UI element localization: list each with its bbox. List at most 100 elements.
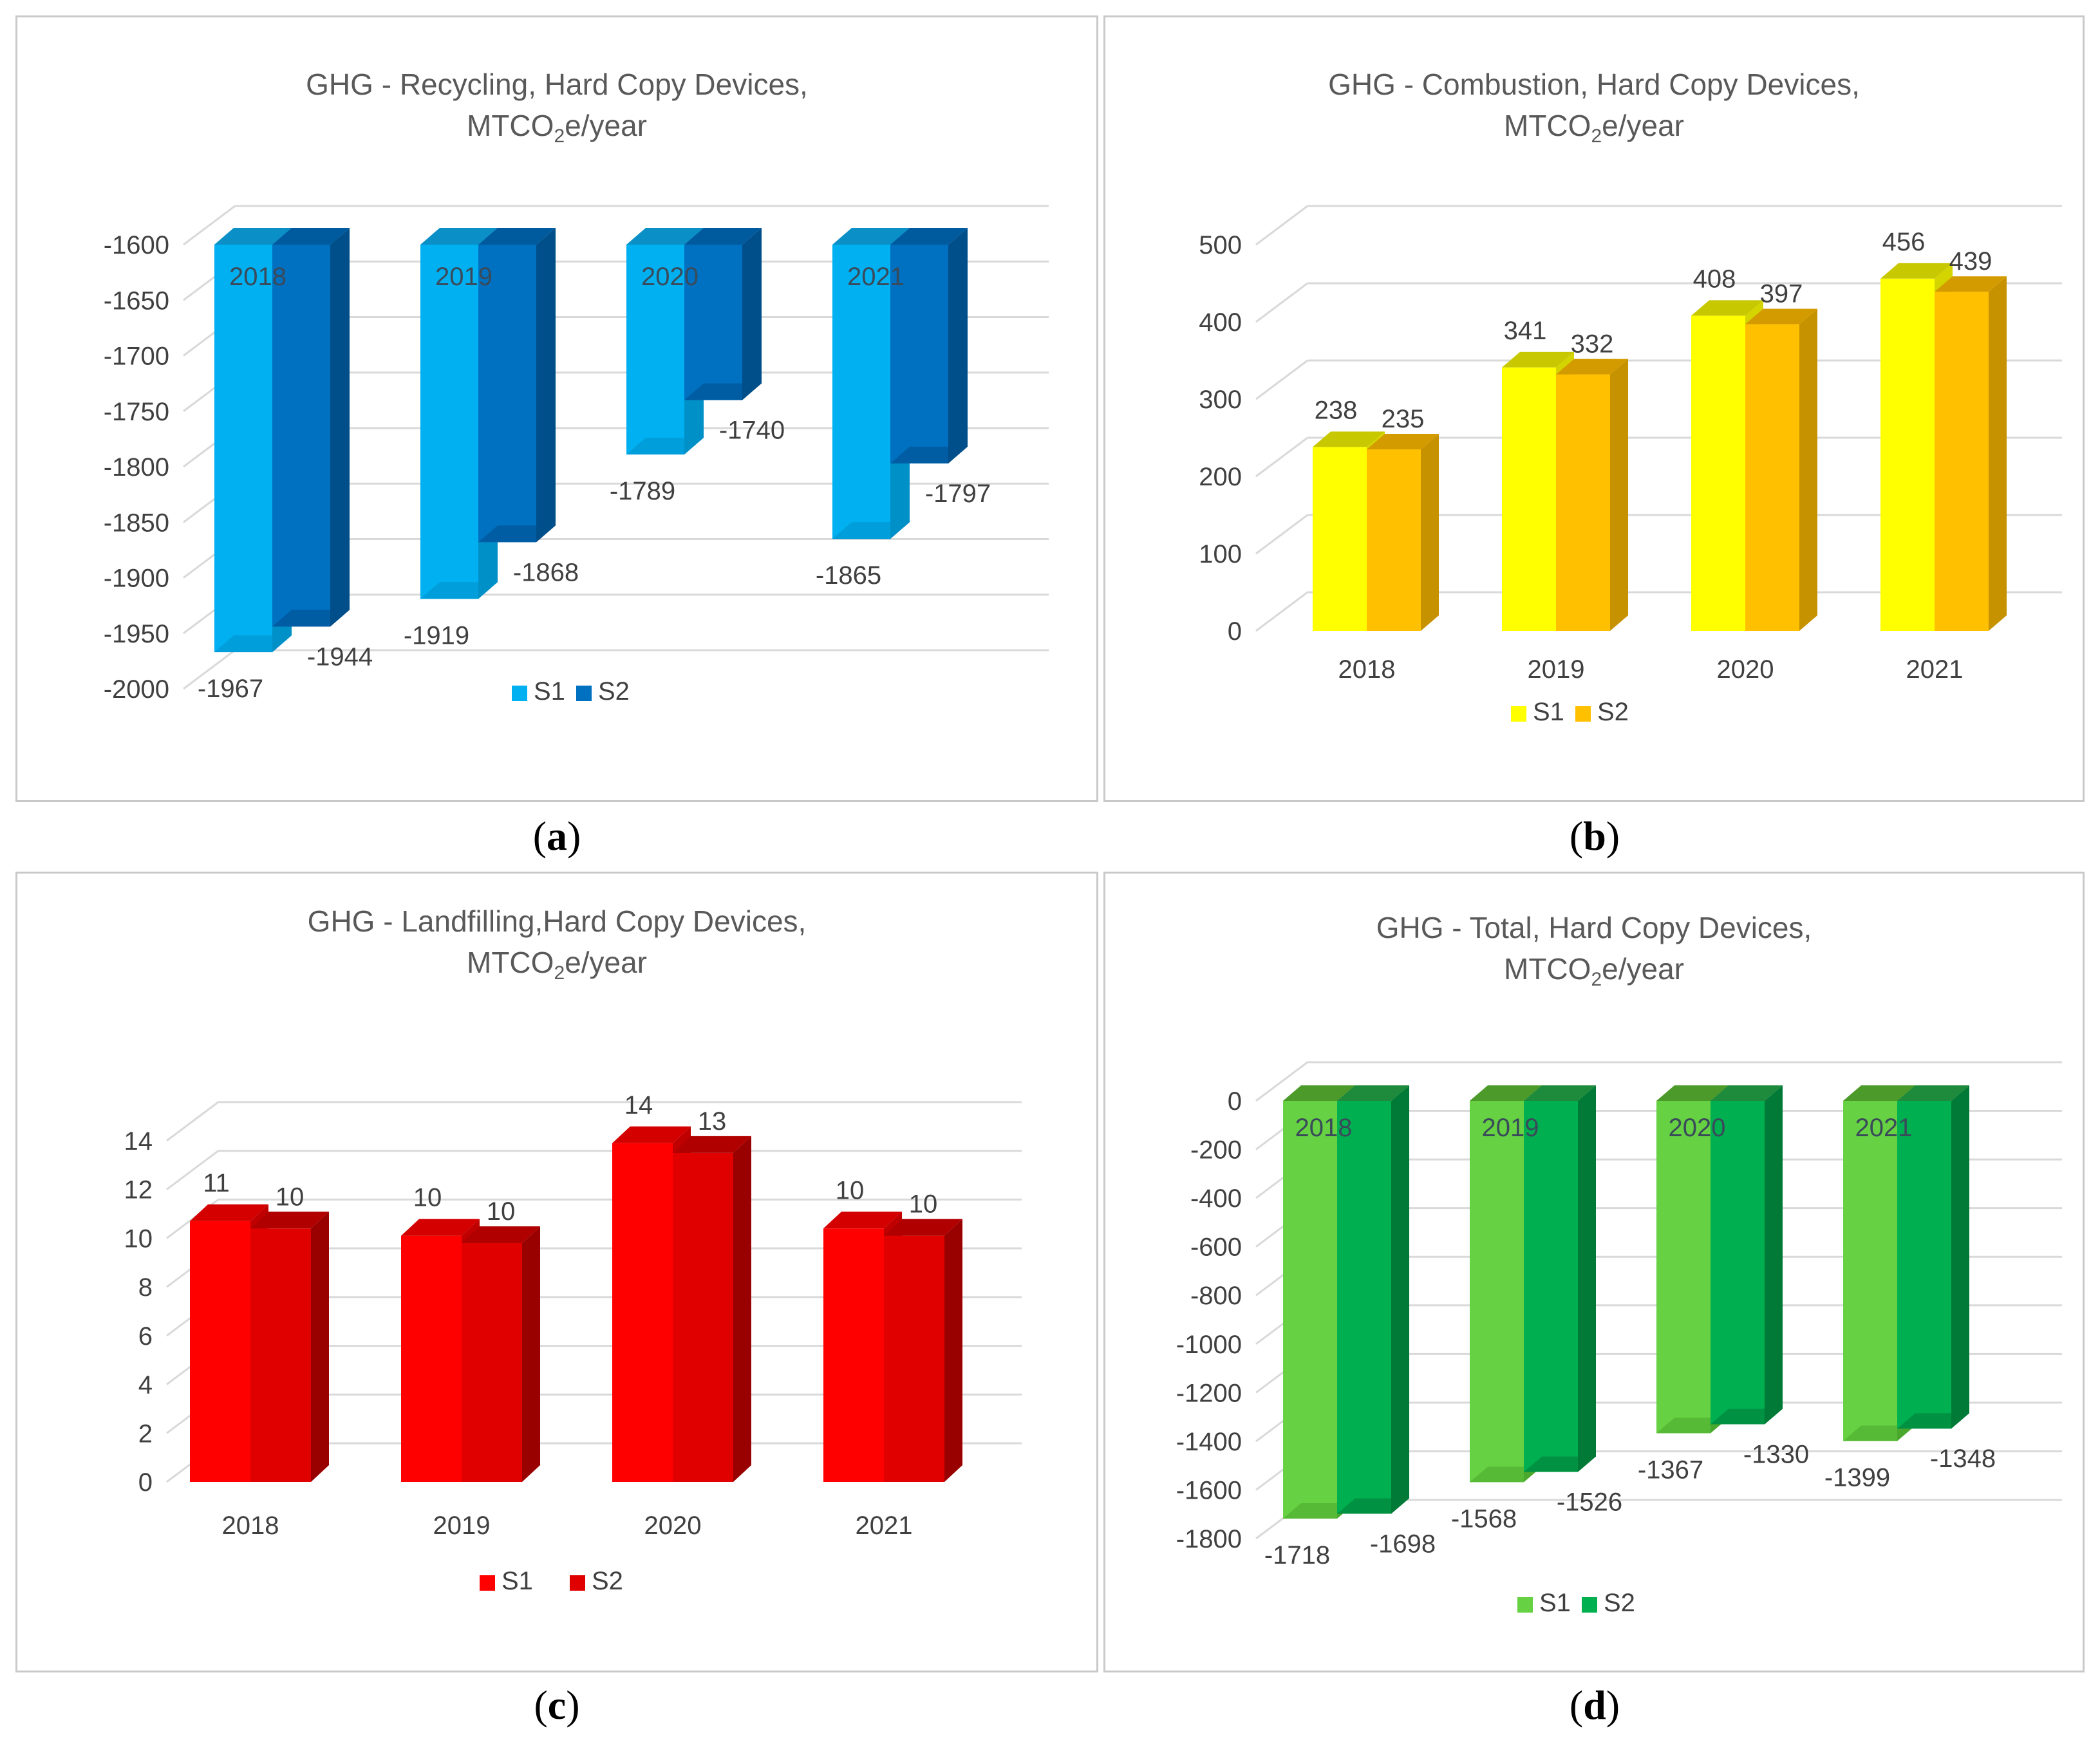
bar-top (1935, 276, 2007, 292)
y-tick-label: 0 (1228, 617, 1242, 646)
bar-top (1470, 1085, 1542, 1101)
y-tick-label: -1750 (104, 398, 169, 426)
bar-side (1578, 1085, 1596, 1472)
data-label: -1698 (1370, 1530, 1436, 1558)
bar-top (190, 1204, 268, 1221)
data-label: 332 (1571, 330, 1614, 359)
chart-recycling: GHG - Recycling, Hard Copy Devices, MTCO2… (104, 68, 1049, 706)
bar-side (944, 1219, 962, 1482)
legend-label: S2 (1597, 698, 1629, 726)
data-label: -1944 (307, 642, 373, 671)
bar-side (733, 1136, 751, 1482)
bar-s2-2021 (884, 1219, 962, 1482)
bar-side (536, 228, 556, 543)
data-label: -1718 (1264, 1541, 1330, 1569)
y-tick-label: 100 (1199, 540, 1242, 568)
y-tick-label: 2 (138, 1419, 153, 1448)
gridline-diagonal (183, 205, 236, 246)
bar-front (1283, 1101, 1337, 1519)
bar-end (684, 383, 762, 400)
legend-swatch (480, 1575, 495, 1591)
bar-side (1989, 276, 2007, 631)
bar-end (478, 525, 556, 543)
data-label: -1526 (1557, 1488, 1622, 1516)
bar-s2-2018 (250, 1212, 329, 1482)
bar-side (522, 1226, 540, 1482)
y-tick-label: -200 (1190, 1136, 1242, 1165)
y-tick-label: -1000 (1176, 1331, 1242, 1359)
bar-end (1524, 1456, 1596, 1472)
data-label: 397 (1760, 280, 1803, 308)
data-label: 10 (413, 1184, 442, 1212)
category-label: 2020 (644, 1512, 702, 1540)
bar-s2-2021 (1935, 276, 2007, 631)
bar-top (1524, 1085, 1596, 1101)
y-tick-label: 10 (124, 1224, 153, 1253)
legend-label: S2 (1604, 1589, 1635, 1617)
bar-front (1656, 1101, 1711, 1434)
bar-top (626, 228, 704, 245)
legend-label: S2 (598, 677, 630, 706)
bar-front (1367, 449, 1421, 631)
legend-swatch (1517, 1597, 1533, 1613)
gridline-diagonal (1255, 436, 1308, 478)
y-tick-label: 0 (1228, 1087, 1242, 1116)
bar-s2-2020 (673, 1136, 751, 1482)
y-tick-label: -1200 (1176, 1379, 1242, 1407)
y-tick-label: -1600 (1176, 1476, 1242, 1504)
chart-panel-total: GHG - Total, Hard Copy Devices, MTCO2e/ye… (1103, 872, 2085, 1672)
y-tick-label: -1650 (104, 286, 169, 315)
bar-s1-2019 (1470, 1085, 1542, 1483)
data-label: -1348 (1930, 1445, 1996, 1473)
gridline-diagonal (1255, 1061, 1308, 1102)
bar-top (250, 1212, 329, 1229)
bar-top (478, 228, 556, 245)
bar-top (1897, 1085, 1969, 1101)
bar-front (1897, 1101, 1951, 1429)
legend-swatch (570, 1575, 585, 1591)
data-label: 10 (836, 1176, 865, 1204)
bar-front (420, 245, 478, 599)
data-label: -1865 (816, 561, 881, 590)
bar-front (1337, 1101, 1391, 1514)
category-label: 2020 (1669, 1114, 1726, 1142)
category-label: 2019 (1528, 655, 1585, 684)
category-label: 2021 (847, 263, 905, 291)
bar-front (612, 1143, 673, 1482)
gridline-diagonal (1255, 282, 1308, 323)
category-label: 2019 (435, 263, 492, 291)
bar-front (478, 245, 536, 543)
bar-top (1283, 1085, 1355, 1101)
bar-s2-2020 (1711, 1085, 1783, 1425)
y-tick-label: 0 (138, 1468, 153, 1497)
bar-top (1843, 1085, 1915, 1101)
caption-c: (c) (534, 1682, 580, 1728)
chart-panel-combustion: GHG - Combustion, Hard Copy Devices, MTCO… (1103, 15, 2085, 802)
bar-top (832, 228, 910, 245)
data-label: -1330 (1743, 1440, 1809, 1468)
bar-end (890, 446, 968, 464)
bar-front (1502, 367, 1556, 631)
legend-swatch (1511, 706, 1526, 722)
category-label: 2018 (229, 263, 286, 291)
bar-end (1711, 1409, 1783, 1425)
bar-front (673, 1152, 733, 1482)
category-label: 2021 (1855, 1114, 1913, 1142)
legend-label: S1 (502, 1567, 533, 1595)
category-label: 2020 (1717, 655, 1774, 684)
y-tick-label: -1900 (104, 565, 169, 593)
bar-top (401, 1219, 480, 1236)
chart-total: GHG - Total, Hard Copy Devices, MTCO2e/ye… (1176, 911, 2062, 1617)
bar-top (462, 1226, 540, 1243)
bar-front (626, 245, 684, 455)
y-tick-label: 500 (1199, 231, 1242, 259)
data-label: -1399 (1824, 1464, 1890, 1492)
data-label: -1919 (404, 621, 469, 650)
bar-top (1880, 263, 1953, 279)
bar-end (214, 635, 292, 653)
bar-side (1421, 434, 1439, 631)
bar-side (1951, 1085, 1969, 1429)
bar-front (1524, 1101, 1578, 1472)
bar-front (890, 245, 948, 464)
category-label: 2021 (856, 1512, 913, 1540)
